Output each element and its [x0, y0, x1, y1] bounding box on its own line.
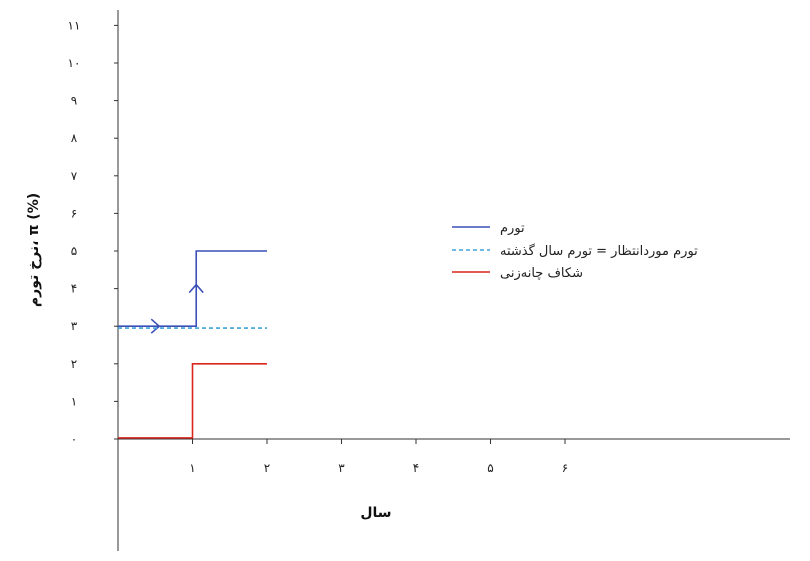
- y-ticks: ۰ ۱ ۲ ۳ ۴ ۵ ۶ ۷ ۸ ۹ ۱۰ ۱۱: [68, 18, 118, 446]
- series-line-1: [118, 250, 267, 328]
- series-line-3: [118, 362, 267, 439]
- arrow-right-icon: [150, 318, 161, 334]
- y-tick-label: ۱۱: [68, 18, 81, 32]
- x-tick-label: ۶: [562, 461, 568, 475]
- y-tick-label: ۰: [71, 432, 77, 446]
- axes: [117, 10, 790, 551]
- y-tick-label: ۱: [71, 394, 77, 408]
- x-tick-label: ۴: [413, 461, 419, 475]
- y-tick-label: ۱۰: [68, 56, 81, 70]
- legend: تورم تورم موردانتظار = تورم سال گذشته شکاف…: [452, 221, 698, 281]
- x-ticks: ۱ ۲ ۳ ۴ ۵ ۶: [189, 439, 568, 475]
- series-layer: [118, 250, 267, 439]
- y-tick-label: ۲: [71, 357, 77, 371]
- legend-label-1: تورم: [500, 221, 525, 236]
- x-axis-title: سال: [360, 505, 391, 521]
- legend-label-2: تورم موردانتظار = تورم سال گذشته: [500, 243, 698, 259]
- y-tick-label: ۶: [71, 206, 77, 220]
- y-tick-label: ۴: [71, 282, 77, 296]
- legend-label-3: شکاف چانه‌زنی: [500, 266, 583, 281]
- y-tick-label: ۵: [71, 244, 77, 258]
- y-tick-label: ۳: [71, 319, 78, 333]
- y-tick-label: ۸: [71, 131, 78, 145]
- x-tick-label: ۳: [338, 461, 345, 475]
- y-tick-label: ۷: [71, 169, 78, 183]
- x-tick-label: ۱: [189, 461, 195, 475]
- y-tick-label: ۹: [71, 94, 77, 108]
- x-tick-label: ۵: [487, 461, 493, 475]
- x-tick-label: ۲: [264, 461, 270, 475]
- y-axis-title: نرخ تورم، π (%): [26, 193, 42, 307]
- arrow-up-icon: [188, 283, 204, 294]
